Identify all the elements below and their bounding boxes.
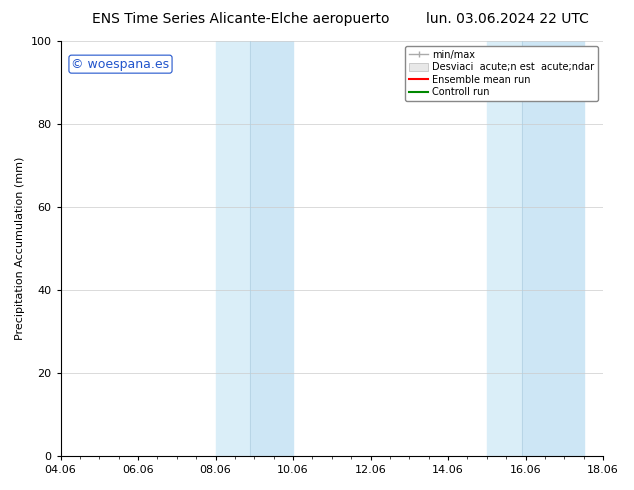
Text: © woespana.es: © woespana.es <box>72 58 169 71</box>
Bar <box>487 41 522 456</box>
Text: ENS Time Series Alicante-Elche aeropuerto: ENS Time Series Alicante-Elche aeropuert… <box>92 12 390 26</box>
Text: lun. 03.06.2024 22 UTC: lun. 03.06.2024 22 UTC <box>426 12 588 26</box>
Bar <box>522 41 584 456</box>
Legend: min/max, Desviaci  acute;n est  acute;ndar, Ensemble mean run, Controll run: min/max, Desviaci acute;n est acute;ndar… <box>405 46 598 101</box>
Bar <box>250 41 293 456</box>
Bar <box>216 41 250 456</box>
Y-axis label: Precipitation Accumulation (mm): Precipitation Accumulation (mm) <box>15 157 25 340</box>
